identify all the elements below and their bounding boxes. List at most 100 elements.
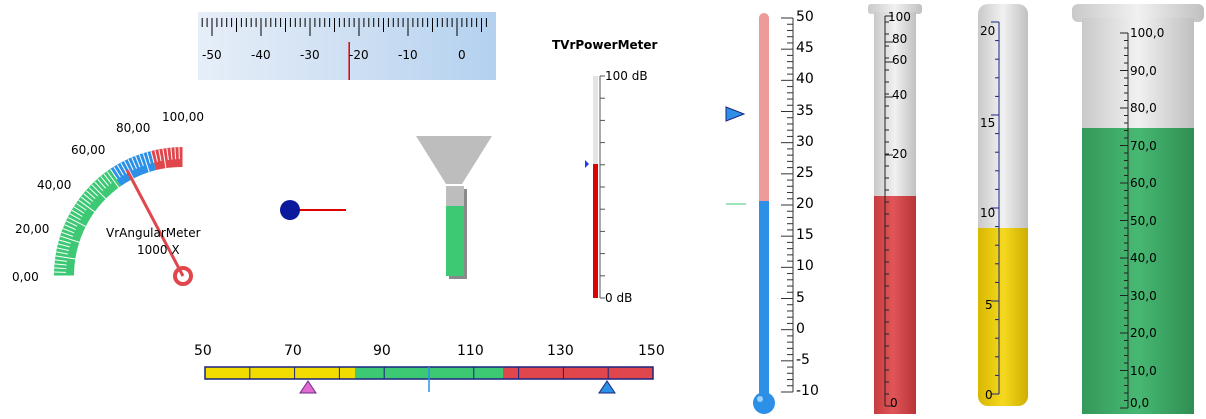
meter-tick (78, 199, 96, 213)
tube-green-body (1072, 4, 1204, 414)
thermo-label: 25 (796, 164, 814, 181)
tube-red-label-0: 0 (890, 396, 898, 410)
meter-tick (91, 184, 107, 200)
ruler-label-5: -10 (398, 48, 418, 62)
thermo-label: 20 (796, 196, 814, 212)
meter-tick (170, 147, 173, 160)
meter-tick (103, 173, 112, 184)
tube-red: 100 80 60 40 20 0 (866, 2, 936, 416)
meter-caption: VrAngularMeter (106, 226, 201, 240)
meter-tick (64, 224, 76, 230)
thermo-label: 40 (796, 71, 814, 88)
meter-tick (57, 243, 70, 248)
power-meter-max: 100 dB (605, 69, 648, 83)
meter-tick (76, 203, 87, 211)
thermo-label: 30 (796, 133, 814, 150)
meter-scale-100: 100,00 (162, 110, 204, 124)
meter-tick (120, 162, 128, 174)
meter-scale-80: 80,00 (116, 121, 151, 135)
tube-red-label-60: 60 (892, 53, 908, 67)
meter-tick (158, 149, 162, 162)
meter-tick (66, 220, 78, 227)
ruler-label-1: -50 (202, 48, 222, 62)
meter-hub (173, 266, 193, 286)
funnel-tank (416, 136, 492, 279)
tube-yellow-label-15: 15 (980, 116, 996, 130)
thermo-fill (759, 201, 769, 397)
tube-yellow-body (978, 4, 1028, 406)
meter-scale-60: 60,00 (71, 143, 106, 157)
thermo-label: 35 (796, 102, 814, 119)
meter-tick (71, 209, 83, 217)
tube-red-label-80: 80 (892, 32, 908, 46)
meter-tick (116, 164, 124, 176)
meter-tick (67, 216, 87, 227)
tube-red-fill (874, 196, 916, 414)
meter-tick (54, 259, 67, 262)
meter-tick (58, 239, 71, 244)
gauge-label-70: 70 (284, 343, 302, 359)
power-meter: 100 dB 0 dB (583, 69, 663, 312)
meter-scale-0: 0,00 (12, 270, 39, 284)
meter-tick (97, 178, 107, 189)
tube-red-body (868, 4, 922, 414)
meter-tick (110, 169, 118, 180)
meter-multiplier: 1000 X (137, 243, 180, 257)
meter-tick (94, 181, 104, 192)
meter-tick (113, 166, 121, 178)
thermo-pointer (725, 106, 746, 122)
tube-green-fill (1082, 128, 1194, 414)
meter-tick (54, 263, 67, 266)
thermometer: 50 45 40 35 30 25 20 15 10 5 0 -5 -10 (720, 8, 830, 418)
knob-body (280, 200, 300, 220)
tube-green-label-0: 0,0 (1130, 396, 1150, 410)
meter-tick (56, 247, 69, 251)
linear-gauge: 50 70 90 110 130 150 (190, 340, 670, 400)
meter-tick (100, 176, 109, 187)
thermo-label: 45 (796, 40, 814, 57)
tube-green-label-70: 70,0 (1130, 139, 1157, 153)
gauge-label-150: 150 (638, 343, 665, 359)
thermo-empty (759, 13, 769, 205)
gauge-bar (204, 366, 654, 394)
meter-tick (83, 193, 94, 202)
tube-green-label-60: 60,0 (1130, 176, 1157, 190)
meter-scale-40: 40,00 (37, 178, 72, 192)
meter-tick (80, 196, 91, 205)
tube-red-label-40: 40 (892, 88, 908, 102)
meter-tick (131, 157, 137, 169)
meter-tick (62, 228, 75, 234)
meter-tick (54, 267, 67, 270)
meter-tick (162, 148, 167, 169)
thermo-label: -5 (796, 351, 810, 368)
meter-tick (135, 155, 141, 168)
thermo-label: 10 (796, 258, 814, 275)
tube-green-label-40: 40,0 (1130, 251, 1157, 265)
meter-tick (56, 251, 69, 255)
gauge-band-red (503, 367, 653, 379)
tube-yellow-label-10: 10 (980, 206, 996, 220)
gauge-marker-left (299, 380, 317, 394)
ruler-label-4: -20 (349, 48, 369, 62)
meter-tick (146, 151, 151, 164)
thermo-label: 50 (796, 9, 814, 25)
gauge-band-yellow (205, 367, 355, 379)
thermo-bulb (753, 392, 775, 414)
gauge-label-50: 50 (194, 343, 212, 359)
thermo-label: 0 (796, 320, 805, 337)
meter-tick (85, 190, 96, 200)
meter-tick (127, 159, 134, 171)
thermo-label: 5 (796, 289, 805, 306)
tube-yellow-label-20: 20 (980, 24, 996, 38)
meter-tick (142, 153, 150, 173)
power-meter-scale (585, 75, 605, 299)
meter-tick (69, 213, 81, 221)
ruler-ticks (201, 18, 487, 80)
rotary-knob[interactable] (274, 190, 354, 230)
thermometer-body (725, 13, 794, 414)
tube-yellow-fill (978, 228, 1028, 406)
meter-needle (125, 169, 185, 277)
tube-red-label-100: 100 (888, 10, 911, 24)
gauge-label-130: 130 (547, 343, 574, 359)
tube-green-label-20: 20,0 (1130, 326, 1157, 340)
